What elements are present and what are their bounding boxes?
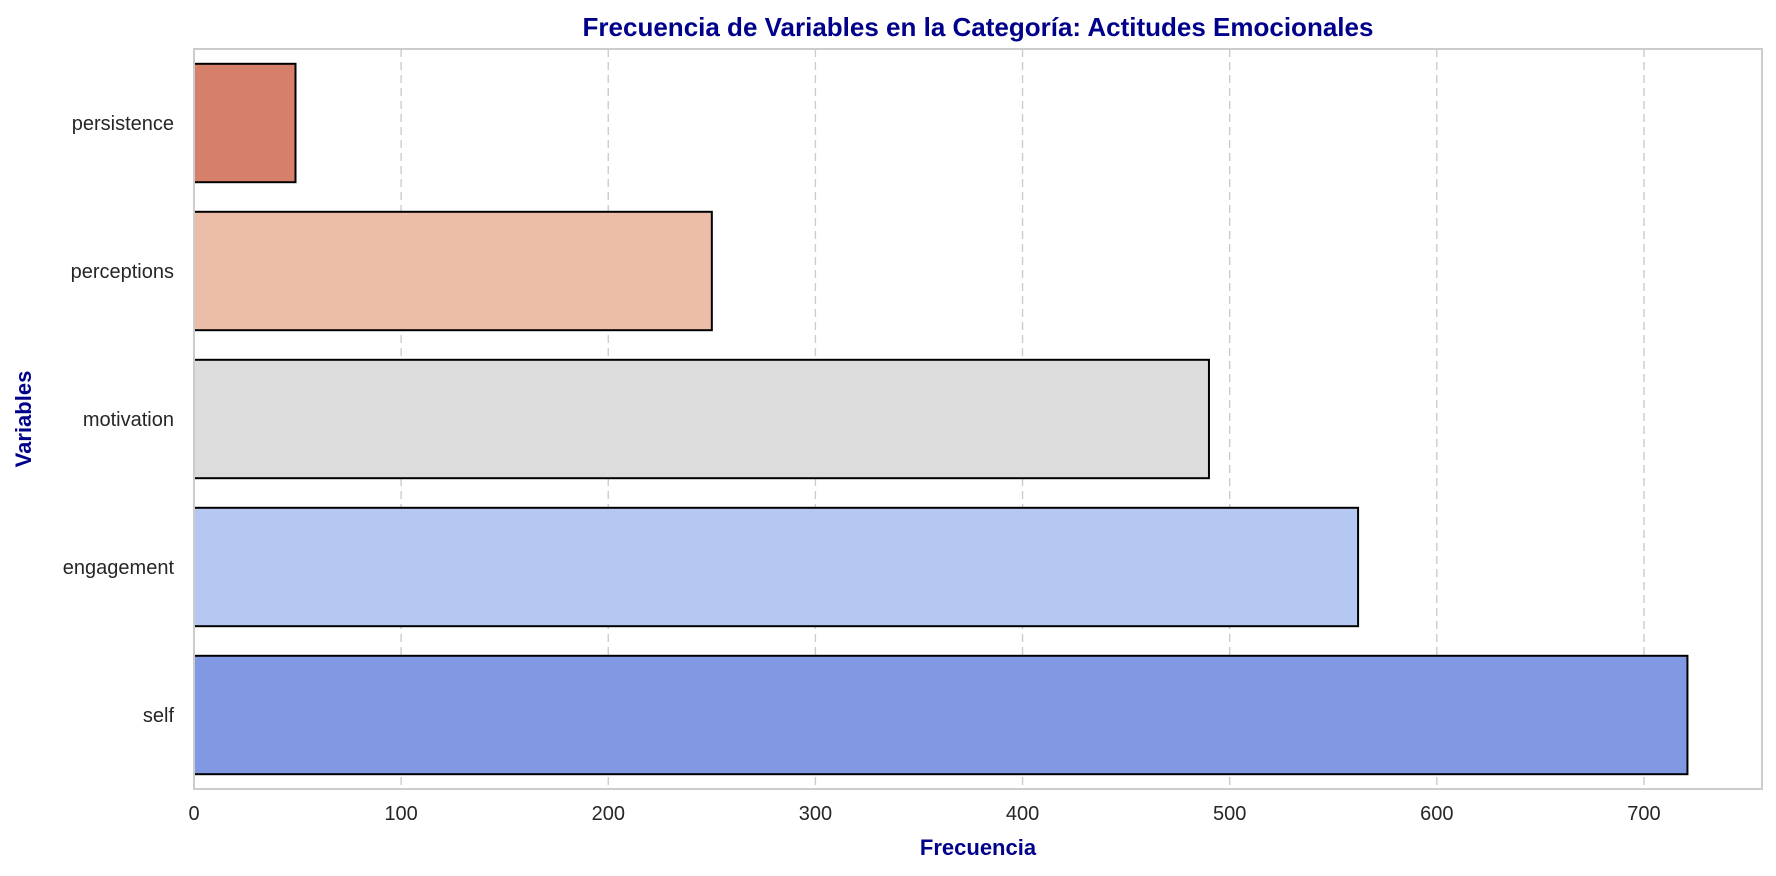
x-axis-label: Frecuencia [920,835,1037,860]
bar-self [193,654,1689,776]
x-tick-label: 0 [188,803,199,825]
y-tick-label-self: self [143,705,175,727]
y-tick-label-motivation: motivation [83,409,174,431]
x-tick-label: 100 [384,803,417,825]
bars [193,62,1689,776]
x-tick-label: 400 [1006,803,1039,825]
x-tick-label: 700 [1627,803,1660,825]
y-axis-label: Variables [11,371,36,468]
x-tick-labels: 0 100 200 300 400 500 600 700 [188,803,1660,825]
bar-engagement [193,506,1360,628]
bar-motivation [193,358,1210,480]
y-tick-labels: persistence perceptions motivation engageme… [63,113,175,727]
x-tick-label: 500 [1213,803,1246,825]
x-tick-label: 300 [799,803,832,825]
bar-persistence [193,62,297,184]
y-tick-label-persistence: persistence [72,113,174,135]
y-tick-label-perceptions: perceptions [71,261,174,283]
y-tick-label-engagement: engagement [63,557,175,579]
x-tick-label: 200 [592,803,625,825]
bar-perceptions [193,210,713,332]
chart-title: Frecuencia de Variables en la Categoría:… [583,12,1374,42]
plot-frame [193,48,1763,790]
x-tick-label: 600 [1420,803,1453,825]
